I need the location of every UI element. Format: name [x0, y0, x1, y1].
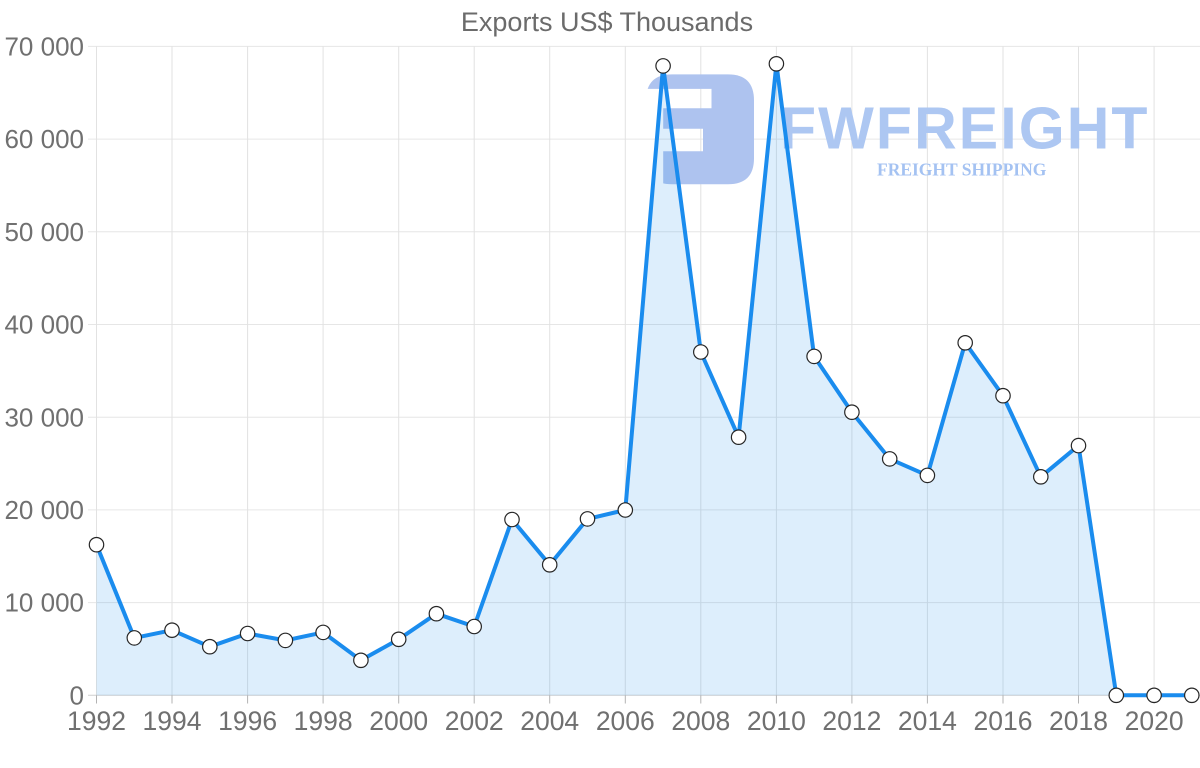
svg-text:70 000: 70 000 [4, 32, 84, 62]
svg-text:0: 0 [70, 680, 84, 710]
svg-text:FREIGHT SHIPPING: FREIGHT SHIPPING [877, 159, 1047, 179]
svg-text:10 000: 10 000 [4, 588, 84, 618]
svg-text:60 000: 60 000 [4, 124, 84, 154]
svg-text:2004: 2004 [520, 706, 579, 736]
svg-text:2012: 2012 [822, 706, 881, 736]
svg-text:2010: 2010 [747, 706, 806, 736]
svg-text:2014: 2014 [898, 706, 957, 736]
svg-text:1992: 1992 [67, 706, 126, 736]
svg-text:40 000: 40 000 [4, 310, 84, 340]
svg-text:Exports US$ Thousands: Exports US$ Thousands [461, 7, 753, 37]
svg-text:30 000: 30 000 [4, 402, 84, 432]
svg-text:1994: 1994 [143, 706, 202, 736]
svg-text:1996: 1996 [218, 706, 277, 736]
svg-text:20 000: 20 000 [4, 495, 84, 525]
svg-text:2020: 2020 [1125, 706, 1184, 736]
svg-text:2000: 2000 [369, 706, 428, 736]
svg-text:50 000: 50 000 [4, 217, 84, 247]
svg-text:2002: 2002 [445, 706, 504, 736]
svg-text:2016: 2016 [974, 706, 1033, 736]
svg-text:2018: 2018 [1049, 706, 1108, 736]
svg-text:FWFREIGHT: FWFREIGHT [780, 96, 1150, 162]
svg-text:2008: 2008 [671, 706, 730, 736]
svg-text:2006: 2006 [596, 706, 655, 736]
svg-text:1998: 1998 [294, 706, 353, 736]
